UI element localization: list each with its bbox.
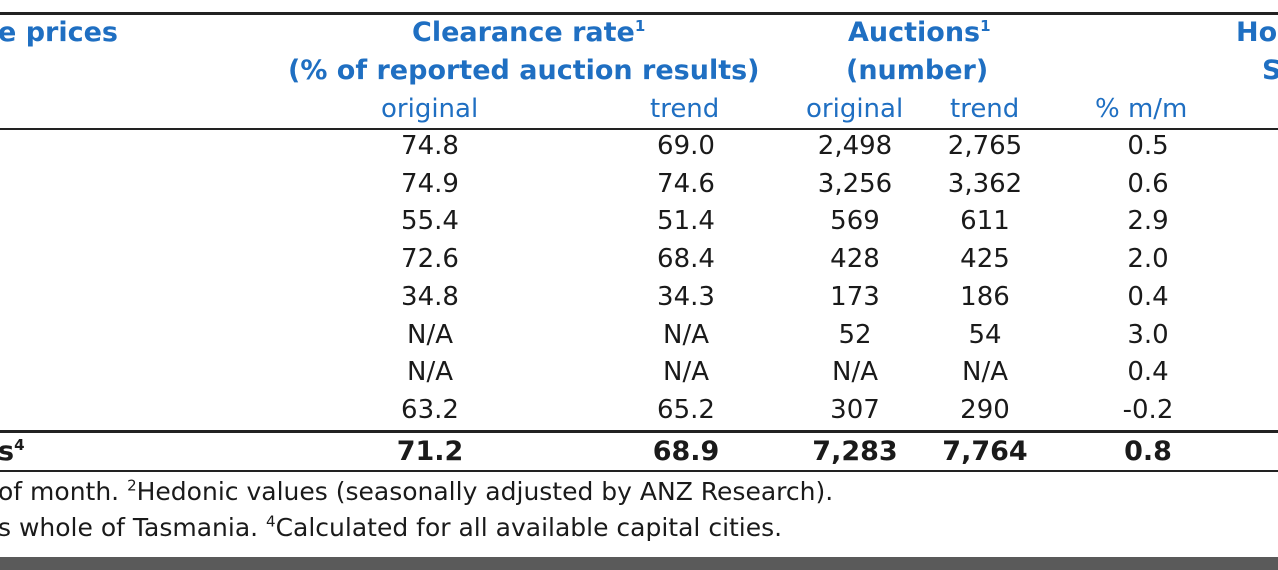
cell-auctions-original: 52 [838, 319, 872, 350]
footnote-line-2: s whole of Tasmania. 4Calculated for all… [0, 512, 783, 542]
cell-clearance-trend: 65.2 [657, 394, 715, 425]
cell-auctions-original: 428 [830, 244, 880, 275]
total-pct-mm: 0.8 [1124, 436, 1172, 467]
total-label: s4 [0, 436, 25, 467]
bottom-bar [0, 557, 1278, 570]
cell-clearance-original: 34.8 [401, 281, 459, 312]
total-auctions-original: 7,283 [812, 436, 898, 467]
cell-clearance-trend: 69.0 [657, 131, 715, 161]
header-auctions-sub: (number) [846, 55, 989, 86]
cell-pct-mm: 2.9 [1127, 206, 1169, 237]
cell-clearance-original: N/A [407, 357, 453, 388]
subheader-pct-mm: % m/m [1095, 94, 1188, 124]
subheader-clearance-original: original [381, 94, 479, 124]
cell-pct-mm: 0.6 [1127, 168, 1169, 199]
bottom-rule [0, 470, 1278, 472]
total-auctions-trend: 7,764 [942, 436, 1028, 467]
cell-auctions-trend: 2,765 [947, 131, 1023, 161]
cell-pct-mm: 3.0 [1127, 319, 1169, 350]
cell-auctions-original: N/A [832, 357, 878, 388]
cell-auctions-original: 307 [830, 394, 880, 425]
header-rule [0, 128, 1278, 130]
cell-clearance-original: 72.6 [401, 244, 459, 275]
cell-auctions-trend: 290 [960, 394, 1010, 425]
footnote-line-1: of month. 2Hedonic values (seasonally ad… [0, 476, 834, 506]
total-clearance-original: 71.2 [396, 436, 464, 467]
cell-auctions-original: 3,256 [817, 168, 893, 199]
cell-auctions-original: 2,498 [817, 131, 893, 161]
cell-clearance-trend: 34.3 [657, 281, 715, 312]
top-rule [0, 12, 1278, 15]
cell-auctions-trend: N/A [962, 357, 1008, 388]
subheader-auctions-trend: trend [950, 94, 1020, 124]
cell-auctions-trend: 425 [960, 244, 1010, 275]
header-prices: e prices [0, 17, 118, 48]
cell-auctions-trend: 611 [960, 206, 1010, 237]
cell-clearance-trend: N/A [663, 357, 709, 388]
header-right-top: Ho [1236, 17, 1278, 48]
cell-clearance-original: 74.8 [401, 131, 459, 161]
cell-auctions-original: 173 [830, 281, 880, 312]
cell-pct-mm: 0.5 [1127, 131, 1169, 161]
cell-clearance-trend: 51.4 [657, 206, 715, 237]
header-auctions: Auctions1 [848, 17, 991, 48]
header-clearance-rate: Clearance rate1 [412, 17, 646, 48]
header-clearance-sub: (% of reported auction results) [288, 55, 760, 86]
header-right-bottom: S [1262, 55, 1278, 86]
cell-pct-mm: 0.4 [1127, 357, 1169, 388]
cell-auctions-trend: 54 [968, 319, 1002, 350]
cell-pct-mm: 2.0 [1127, 244, 1169, 275]
subheader-clearance-trend: trend [650, 94, 720, 124]
cell-auctions-trend: 3,362 [947, 168, 1023, 199]
cell-auctions-trend: 186 [960, 281, 1010, 312]
subheader-auctions-original: original [806, 94, 904, 124]
cell-pct-mm: 0.4 [1127, 281, 1169, 312]
total-clearance-trend: 68.9 [652, 436, 720, 467]
cell-clearance-original: 63.2 [401, 394, 459, 425]
total-rule [0, 430, 1278, 433]
cell-clearance-trend: N/A [663, 319, 709, 350]
cell-clearance-original: N/A [407, 319, 453, 350]
cell-auctions-original: 569 [830, 206, 880, 237]
cell-clearance-original: 74.9 [401, 168, 459, 199]
cell-clearance-trend: 74.6 [657, 168, 715, 199]
cell-pct-mm: -0.2 [1122, 394, 1174, 425]
cell-clearance-trend: 68.4 [657, 244, 715, 275]
cell-clearance-original: 55.4 [401, 206, 459, 237]
